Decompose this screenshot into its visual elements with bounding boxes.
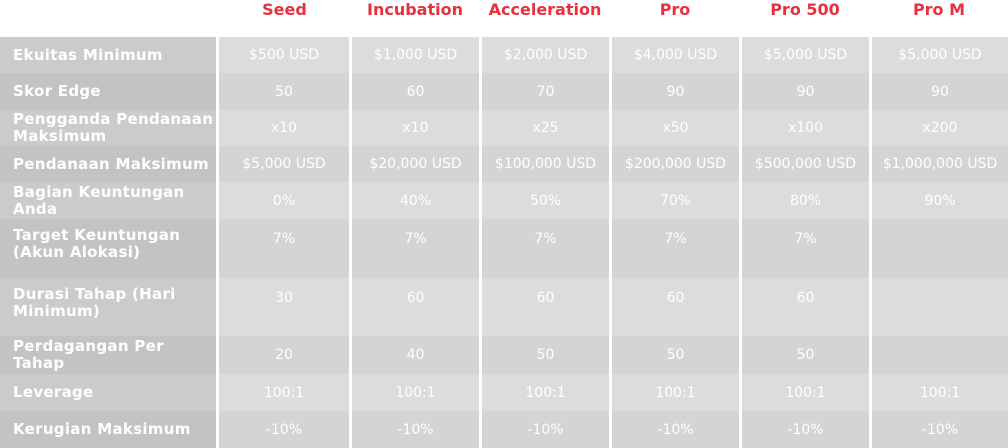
row-value-pro-m: x200 (869, 110, 1008, 146)
plan-header-acceleration: Acceleration (488, 0, 602, 19)
table-row: Perdagangan Per Tahap 20 40 50 50 50 (0, 336, 1008, 374)
row-value-incubation: 100:1 (349, 374, 479, 411)
row-value-pro: x50 (609, 110, 739, 146)
row-value-seed: x10 (216, 110, 349, 146)
row-value-incubation: 60 (349, 278, 479, 336)
table-row: Bagian Keuntungan Anda 0% 40% 50% 70% 80% 90% (0, 182, 1008, 219)
row-label: Durasi Tahap (Hari Minimum) (0, 278, 216, 336)
table-row: Pengganda Pendanaan Maksimum x10 x10 x25 x50… (0, 110, 1008, 146)
row-value-seed: 30 (216, 278, 349, 336)
row-value-incubation: $20,000 USD (349, 146, 479, 182)
row-value-pro-500: x100 (739, 110, 869, 146)
row-value-seed: 20 (216, 336, 349, 374)
row-value-pro-m: $1,000,000 USD (869, 146, 1008, 182)
row-value-seed: 7% (216, 219, 349, 278)
plan-header-pro-500: Pro 500 (770, 0, 840, 19)
row-value-pro-500: $5,000 USD (739, 37, 869, 73)
row-label: Pendanaan Maksimum (0, 146, 216, 182)
plan-header-pro: Pro (659, 0, 691, 19)
row-label: Pengganda Pendanaan Maksimum (0, 110, 216, 146)
row-value-acceleration: $100,000 USD (479, 146, 609, 182)
row-value-pro-500: -10% (739, 411, 869, 448)
row-value-acceleration: 70 (479, 73, 609, 110)
row-value-seed: 50 (216, 73, 349, 110)
row-label: Target Keuntungan (Akun Alokasi) (0, 219, 216, 278)
table-row: Leverage 100:1 100:1 100:1 100:1 100:1 100:1 (0, 374, 1008, 411)
row-value-pro-m: 100:1 (869, 374, 1008, 411)
row-value-acceleration: 7% (479, 219, 609, 278)
row-value-acceleration: 100:1 (479, 374, 609, 411)
row-value-incubation: 40 (349, 336, 479, 374)
row-value-pro: $200,000 USD (609, 146, 739, 182)
row-label: Kerugian Maksimum (0, 411, 216, 448)
row-value-pro-500: 50 (739, 336, 869, 374)
row-label: Bagian Keuntungan Anda (0, 182, 216, 219)
row-value-incubation: 7% (349, 219, 479, 278)
table-row: Kerugian Maksimum -10% -10% -10% -10% -10% -10… (0, 411, 1008, 448)
row-value-acceleration: 60 (479, 278, 609, 336)
row-value-pro-m: -10% (869, 411, 1008, 448)
row-value-pro-500: 90 (739, 73, 869, 110)
row-label: Leverage (0, 374, 216, 411)
row-value-acceleration: x25 (479, 110, 609, 146)
plan-header-seed: Seed (262, 0, 307, 19)
row-value-pro-m: 90 (869, 73, 1008, 110)
row-value-pro-500: $500,000 USD (739, 146, 869, 182)
row-label: Skor Edge (0, 73, 216, 110)
row-value-incubation: x10 (349, 110, 479, 146)
header-blank (0, 0, 219, 37)
row-label: Ekuitas Minimum (0, 37, 216, 73)
table-row: Target Keuntungan (Akun Alokasi) 7% 7% 7% 7%… (0, 219, 1008, 278)
row-value-seed: $500 USD (216, 37, 349, 73)
row-value-seed: 0% (216, 182, 349, 219)
row-value-incubation: $1,000 USD (349, 37, 479, 73)
row-value-acceleration: $2,000 USD (479, 37, 609, 73)
plan-header-pro-m: Pro M (912, 0, 966, 19)
plan-header: Seed Incubation Acceleration Pro Pro 500… (0, 0, 1008, 37)
table-row: Skor Edge 50 60 70 90 90 90 (0, 73, 1008, 110)
row-value-pro-500: 80% (739, 182, 869, 219)
row-value-pro: 90 (609, 73, 739, 110)
row-value-pro: 70% (609, 182, 739, 219)
table-row: Durasi Tahap (Hari Minimum) 30 60 60 60 60 (0, 278, 1008, 336)
row-value-pro: 60 (609, 278, 739, 336)
row-value-seed: -10% (216, 411, 349, 448)
row-value-pro-m (869, 278, 1008, 336)
row-value-incubation: 60 (349, 73, 479, 110)
row-value-incubation: 40% (349, 182, 479, 219)
row-value-pro: 100:1 (609, 374, 739, 411)
row-value-pro: -10% (609, 411, 739, 448)
row-value-seed: $5,000 USD (216, 146, 349, 182)
table-row: Pendanaan Maksimum $5,000 USD $20,000 USD $… (0, 146, 1008, 182)
comparison-table: Ekuitas Minimum $500 USD $1,000 USD $2,000 … (0, 37, 1008, 448)
row-value-pro-500: 7% (739, 219, 869, 278)
row-label: Perdagangan Per Tahap (0, 336, 216, 374)
row-value-pro: 50 (609, 336, 739, 374)
row-value-pro-m (869, 336, 1008, 374)
row-value-acceleration: 50% (479, 182, 609, 219)
row-value-incubation: -10% (349, 411, 479, 448)
table-row: Ekuitas Minimum $500 USD $1,000 USD $2,000 … (0, 37, 1008, 73)
row-value-pro-500: 100:1 (739, 374, 869, 411)
row-value-acceleration: -10% (479, 411, 609, 448)
row-value-seed: 100:1 (216, 374, 349, 411)
row-value-pro-500: 60 (739, 278, 869, 336)
row-value-pro: $4,000 USD (609, 37, 739, 73)
row-value-pro-m: 90% (869, 182, 1008, 219)
plan-header-incubation: Incubation (367, 0, 463, 19)
row-value-pro-m: $5,000 USD (869, 37, 1008, 73)
row-value-pro-m (869, 219, 1008, 278)
row-value-acceleration: 50 (479, 336, 609, 374)
row-value-pro: 7% (609, 219, 739, 278)
